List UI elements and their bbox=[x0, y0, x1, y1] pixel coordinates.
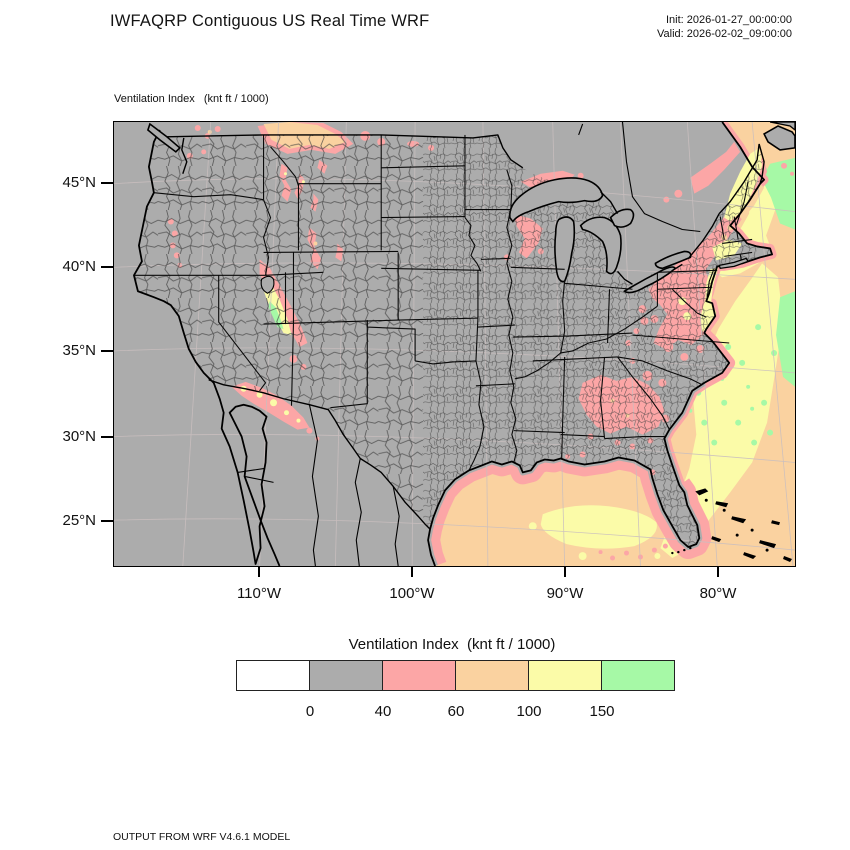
lon-tick-80w bbox=[717, 567, 719, 577]
lat-tick-45n bbox=[101, 182, 113, 184]
lat-tick-40n bbox=[101, 266, 113, 268]
lon-tick-110w bbox=[258, 567, 260, 577]
lon-tick-90w bbox=[564, 567, 566, 577]
legend-box-40-60 bbox=[382, 660, 456, 691]
legend-tick-60: 60 bbox=[447, 703, 465, 720]
model-config-footer: OUTPUT FROM WRF V4.6.1 MODEL WE = 580 ; … bbox=[113, 805, 526, 850]
page-title: IWFAQRP Contiguous US Real Time WRF bbox=[110, 12, 430, 30]
legend-box-0-40 bbox=[309, 660, 383, 691]
lat-label-25n: 25°N bbox=[62, 512, 96, 529]
legend-tick-0: 0 bbox=[305, 703, 315, 720]
lat-label-40n: 40°N bbox=[62, 258, 96, 275]
wrf-map-svg bbox=[114, 122, 795, 566]
lon-label-90w: 90°W bbox=[546, 585, 584, 602]
islands bbox=[146, 122, 795, 563]
lat-label-30n: 30°N bbox=[62, 428, 96, 445]
legend-tick-100: 100 bbox=[516, 703, 542, 720]
valid-timestamp: Valid: 2026-02-02_09:00:00 bbox=[657, 28, 792, 40]
lat-tick-30n bbox=[101, 436, 113, 438]
great-lakes bbox=[260, 177, 692, 294]
footer-line1: OUTPUT FROM WRF V4.6.1 MODEL bbox=[113, 831, 291, 843]
lon-label-100w: 100°W bbox=[389, 585, 435, 602]
legend-colorbar bbox=[236, 660, 675, 691]
map-subtitle: Ventilation Index (knt ft / 1000) bbox=[114, 93, 269, 105]
lat-tick-35n bbox=[101, 350, 113, 352]
lon-label-80w: 80°W bbox=[699, 585, 737, 602]
international-borders bbox=[159, 122, 765, 566]
legend-box-below-0 bbox=[236, 660, 310, 691]
legend-box-above-150 bbox=[601, 660, 675, 691]
legend-tick-40: 40 bbox=[374, 703, 392, 720]
legend-box-100-150 bbox=[528, 660, 602, 691]
lat-label-35n: 35°N bbox=[62, 342, 96, 359]
init-timestamp: Init: 2026-01-27_00:00:00 bbox=[666, 14, 792, 26]
wrf-map bbox=[113, 121, 796, 567]
legend-title: Ventilation Index (knt ft / 1000) bbox=[348, 636, 556, 653]
model-timestamps: Init: 2026-01-27_00:00:00 Valid: 2026-02… bbox=[657, 13, 792, 41]
lon-tick-100w bbox=[411, 567, 413, 577]
legend-tick-150: 150 bbox=[589, 703, 615, 720]
coastline bbox=[133, 122, 773, 566]
lat-tick-25n bbox=[101, 520, 113, 522]
state-boundaries bbox=[133, 134, 753, 471]
legend-box-60-100 bbox=[455, 660, 529, 691]
lat-label-45n: 45°N bbox=[62, 174, 96, 191]
lon-label-110w: 110°W bbox=[236, 585, 282, 602]
